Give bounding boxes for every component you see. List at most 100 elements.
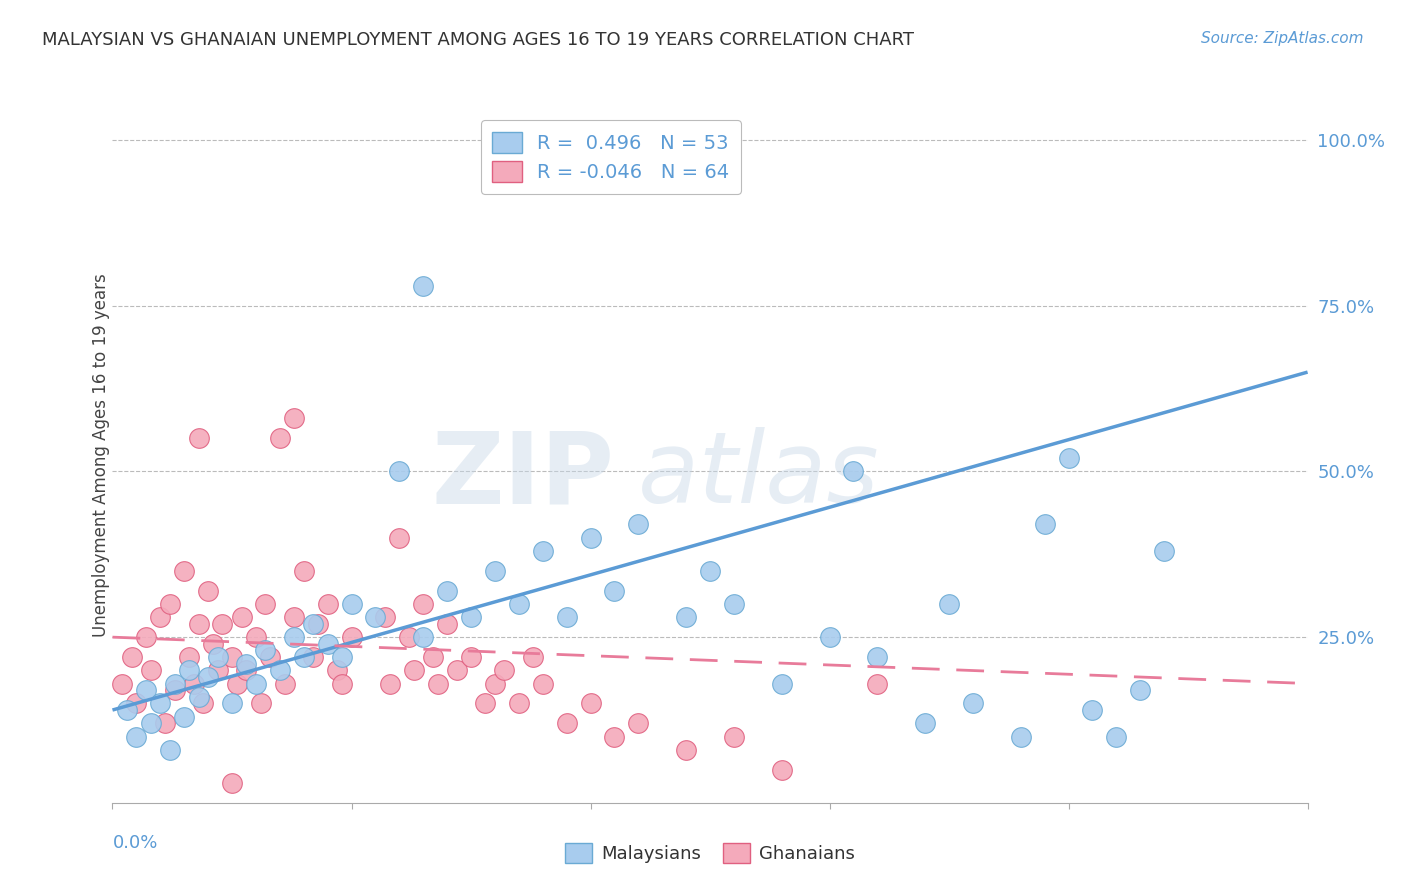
Point bbox=[938, 597, 960, 611]
Point bbox=[245, 676, 267, 690]
Text: ZIP: ZIP bbox=[432, 427, 614, 524]
Point bbox=[193, 697, 215, 711]
Point bbox=[254, 597, 277, 611]
Point bbox=[316, 637, 339, 651]
Point bbox=[699, 564, 721, 578]
Point bbox=[340, 630, 363, 644]
Point bbox=[426, 676, 449, 690]
Point bbox=[446, 663, 468, 677]
Point bbox=[269, 431, 291, 445]
Point bbox=[603, 730, 626, 744]
Point bbox=[273, 676, 295, 690]
Point bbox=[508, 697, 530, 711]
Point bbox=[866, 676, 889, 690]
Legend: Malaysians, Ghanaians: Malaysians, Ghanaians bbox=[558, 836, 862, 871]
Point bbox=[149, 610, 172, 624]
Point bbox=[292, 564, 315, 578]
Point bbox=[723, 597, 745, 611]
Point bbox=[159, 743, 181, 757]
Point bbox=[221, 650, 243, 665]
Point bbox=[388, 531, 411, 545]
Point bbox=[197, 583, 219, 598]
Text: atlas: atlas bbox=[638, 427, 880, 524]
Point bbox=[340, 597, 363, 611]
Point bbox=[235, 663, 257, 677]
Point bbox=[484, 676, 506, 690]
Point bbox=[770, 676, 793, 690]
Point bbox=[531, 544, 554, 558]
Point bbox=[494, 663, 516, 677]
Text: Source: ZipAtlas.com: Source: ZipAtlas.com bbox=[1201, 31, 1364, 46]
Point bbox=[231, 610, 253, 624]
Point bbox=[436, 583, 458, 598]
Point bbox=[842, 465, 865, 479]
Point bbox=[962, 697, 984, 711]
Point bbox=[121, 650, 143, 665]
Point bbox=[374, 610, 396, 624]
Point bbox=[139, 716, 162, 731]
Point bbox=[627, 517, 650, 532]
Point bbox=[135, 683, 157, 698]
Point bbox=[603, 583, 626, 598]
Point bbox=[197, 670, 219, 684]
Point bbox=[115, 703, 138, 717]
Point bbox=[1153, 544, 1175, 558]
Point bbox=[249, 697, 271, 711]
Point bbox=[330, 650, 353, 665]
Text: MALAYSIAN VS GHANAIAN UNEMPLOYMENT AMONG AGES 16 TO 19 YEARS CORRELATION CHART: MALAYSIAN VS GHANAIAN UNEMPLOYMENT AMONG… bbox=[42, 31, 914, 49]
Point bbox=[474, 697, 496, 711]
Point bbox=[484, 564, 506, 578]
Point bbox=[259, 650, 281, 665]
Point bbox=[125, 730, 148, 744]
Point bbox=[627, 716, 650, 731]
Point bbox=[211, 616, 233, 631]
Point bbox=[245, 630, 267, 644]
Point bbox=[1081, 703, 1104, 717]
Point bbox=[201, 637, 224, 651]
Point bbox=[187, 616, 209, 631]
Point bbox=[364, 610, 387, 624]
Point bbox=[207, 650, 229, 665]
Point bbox=[254, 643, 277, 657]
Point bbox=[173, 709, 195, 723]
Point bbox=[187, 690, 209, 704]
Point bbox=[163, 676, 186, 690]
Point bbox=[221, 776, 243, 790]
Point bbox=[1033, 517, 1056, 532]
Y-axis label: Unemployment Among Ages 16 to 19 years: Unemployment Among Ages 16 to 19 years bbox=[93, 273, 110, 637]
Point bbox=[269, 663, 291, 677]
Point bbox=[163, 683, 186, 698]
Point bbox=[579, 531, 602, 545]
Text: 0.0%: 0.0% bbox=[112, 834, 157, 852]
Point bbox=[177, 650, 200, 665]
Point bbox=[153, 716, 176, 731]
Point bbox=[177, 663, 200, 677]
Point bbox=[292, 650, 315, 665]
Point bbox=[139, 663, 162, 677]
Point bbox=[555, 716, 578, 731]
Point bbox=[422, 650, 444, 665]
Point bbox=[770, 763, 793, 777]
Point bbox=[111, 676, 134, 690]
Point bbox=[1057, 451, 1080, 466]
Point bbox=[436, 616, 458, 631]
Point bbox=[149, 697, 172, 711]
Point bbox=[412, 630, 434, 644]
Point bbox=[173, 564, 195, 578]
Point bbox=[302, 650, 325, 665]
Point bbox=[125, 697, 148, 711]
Point bbox=[508, 597, 530, 611]
Point bbox=[302, 616, 325, 631]
Point bbox=[225, 676, 247, 690]
Point bbox=[531, 676, 554, 690]
Point bbox=[460, 650, 482, 665]
Point bbox=[412, 597, 434, 611]
Point bbox=[398, 630, 420, 644]
Point bbox=[159, 597, 181, 611]
Point bbox=[135, 630, 157, 644]
Point bbox=[1129, 683, 1152, 698]
Point bbox=[235, 657, 257, 671]
Point bbox=[307, 616, 329, 631]
Point bbox=[283, 610, 305, 624]
Point bbox=[818, 630, 841, 644]
